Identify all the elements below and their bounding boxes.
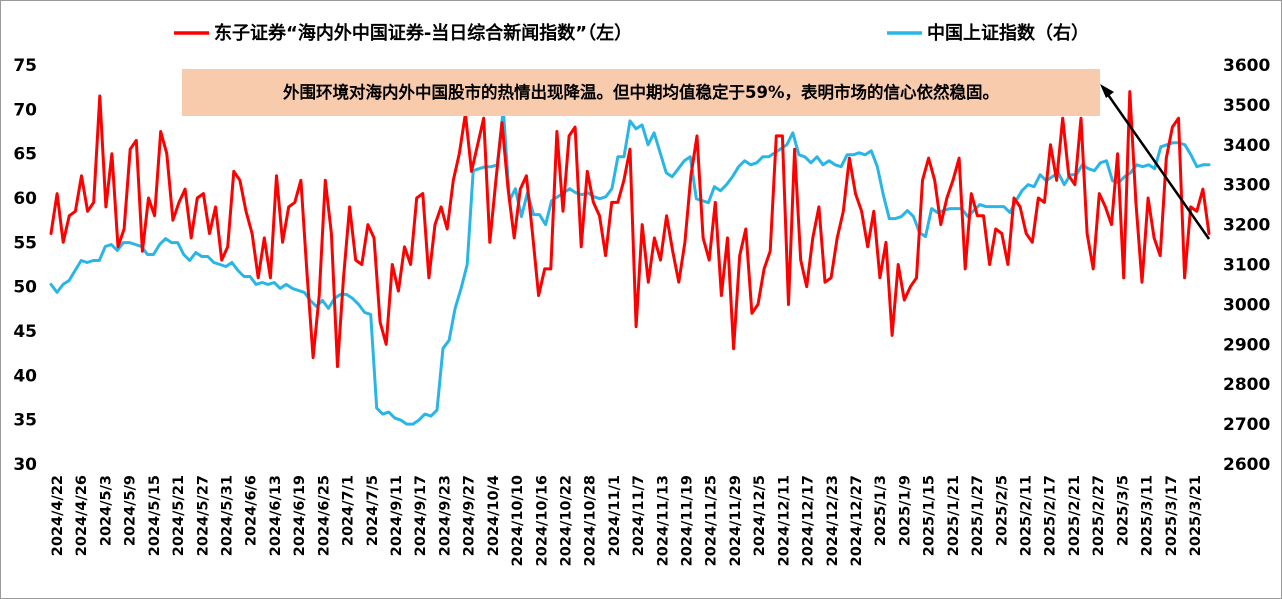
x-tick-label: 2025/3/21 xyxy=(1188,475,1204,556)
x-tick-label: 2025/1/9 xyxy=(897,475,913,546)
x-tick-label: 2024/6/13 xyxy=(268,475,284,556)
x-tick-label: 2024/7/5 xyxy=(365,475,381,546)
x-tick-label: 2024/12/23 xyxy=(825,475,841,566)
x-tick-label: 2024/12/27 xyxy=(849,475,865,566)
x-tick-label: 2024/12/5 xyxy=(752,475,768,556)
x-tick-label: 2024/11/19 xyxy=(680,475,696,566)
y-left-tick-label: 45 xyxy=(13,322,37,342)
x-tick-label: 2024/9/27 xyxy=(462,475,478,556)
x-tick-label: 2024/4/22 xyxy=(50,475,66,556)
legend-label-shanghai-index: 中国上证指数（右） xyxy=(927,22,1089,44)
series-news-index-line xyxy=(49,90,1211,368)
x-tick-label: 2024/11/25 xyxy=(704,475,720,566)
y-right-tick-label: 2800 xyxy=(1223,375,1270,395)
x-tick-label: 2024/12/17 xyxy=(801,475,817,566)
x-tick-label: 2024/12/11 xyxy=(776,475,792,566)
x-tick-label: 2024/6/6 xyxy=(244,475,260,546)
annotation-box xyxy=(182,69,1100,116)
y-right-tick-label: 2700 xyxy=(1223,415,1270,435)
x-tick-label: 2024/10/22 xyxy=(558,475,574,566)
x-tick-label: 2024/5/15 xyxy=(147,475,163,556)
annotation: 外围环境对海内外中国股市的热情出现降温。但中期均值稳定于59%，表明市场的信心依… xyxy=(182,69,1211,240)
x-tick-label: 2024/5/21 xyxy=(171,475,187,556)
x-tick-label: 2025/1/27 xyxy=(970,475,986,556)
y-right-tick-label: 2600 xyxy=(1223,455,1270,475)
x-tick-label: 2025/2/11 xyxy=(1019,475,1035,556)
y-right-tick-label: 3200 xyxy=(1223,216,1270,236)
x-tick-label: 2024/6/19 xyxy=(292,475,308,556)
x-tick-label: 2024/10/28 xyxy=(583,475,599,566)
x-tick-label: 2024/5/9 xyxy=(123,475,139,546)
annotation-text: 外围环境对海内外中国股市的热情出现降温。但中期均值稳定于59%，表明市场的信心依… xyxy=(283,82,999,102)
x-tick-label: 2024/11/7 xyxy=(631,475,647,556)
x-tick-label: 2025/3/11 xyxy=(1140,475,1156,556)
x-tick-label: 2024/5/3 xyxy=(98,475,114,546)
x-tick-label: 2025/2/21 xyxy=(1067,475,1083,556)
x-tick-label: 2024/11/1 xyxy=(607,475,623,556)
y-right-tick-label: 2900 xyxy=(1223,335,1270,355)
y-left-tick-label: 30 xyxy=(13,455,37,475)
annotation-arrow-head xyxy=(1100,84,1114,98)
x-tick-label: 2025/3/17 xyxy=(1164,475,1180,556)
y-right-tick-label: 3300 xyxy=(1223,176,1270,196)
y-left-tick-label: 60 xyxy=(13,189,37,209)
x-tick-label: 2024/10/4 xyxy=(486,475,502,556)
y-right-tick-label: 3100 xyxy=(1223,256,1270,276)
x-tick-label: 2025/1/21 xyxy=(946,475,962,556)
y-axis-left: 30 35 40 45 50 55 60 65 70 75 xyxy=(13,56,37,475)
y-axis-right: 2600 2700 2800 2900 3000 3100 3200 3300 3400 3500… xyxy=(1223,56,1270,475)
y-right-tick-label: 3500 xyxy=(1223,96,1270,116)
x-tick-label: 2024/11/29 xyxy=(728,475,744,566)
x-tick-label: 2024/7/1 xyxy=(341,475,357,546)
x-tick-label: 2024/9/23 xyxy=(437,475,453,556)
y-left-tick-label: 50 xyxy=(13,278,37,298)
x-tick-label: 2024/9/17 xyxy=(413,475,429,556)
y-left-tick-label: 55 xyxy=(13,233,37,253)
x-tick-label: 2024/6/25 xyxy=(316,475,332,556)
x-tick-label: 2024/5/27 xyxy=(195,475,211,556)
y-left-tick-label: 40 xyxy=(13,366,37,386)
x-tick-label: 2025/2/17 xyxy=(1043,475,1059,556)
x-tick-label: 2025/1/3 xyxy=(873,475,889,546)
x-tick-label: 2024/5/31 xyxy=(219,475,235,556)
y-left-tick-label: 65 xyxy=(13,145,37,165)
x-tick-label: 2024/4/26 xyxy=(74,475,90,556)
y-left-tick-label: 75 xyxy=(13,56,37,76)
x-axis: 2024/4/22 2024/4/26 2024/5/3 2024/5/9 2024/5… xyxy=(50,475,1204,566)
legend-label-news-index: 东子证券“海内外中国证券-当日综合新闻指数”（左） xyxy=(214,22,632,44)
x-tick-label: 2024/11/13 xyxy=(655,475,671,566)
y-left-tick-label: 70 xyxy=(13,100,37,120)
legend: 东子证券“海内外中国证券-当日综合新闻指数”（左） 中国上证指数（右） xyxy=(174,22,1089,44)
x-tick-label: 2025/2/27 xyxy=(1091,475,1107,556)
x-tick-label: 2024/10/16 xyxy=(534,475,550,566)
x-tick-label: 2024/10/10 xyxy=(510,475,526,566)
y-right-tick-label: 3000 xyxy=(1223,295,1270,315)
x-tick-label: 2025/1/15 xyxy=(922,475,938,556)
annotation-arrow xyxy=(1102,88,1211,240)
x-tick-label: 2024/9/11 xyxy=(389,475,405,556)
plot-area xyxy=(49,90,1211,426)
x-tick-label: 2025/2/5 xyxy=(994,475,1010,546)
y-right-tick-label: 3400 xyxy=(1223,136,1270,156)
x-tick-label: 2025/3/5 xyxy=(1115,475,1131,546)
y-left-tick-label: 35 xyxy=(13,411,37,431)
y-right-tick-label: 3600 xyxy=(1223,56,1270,76)
